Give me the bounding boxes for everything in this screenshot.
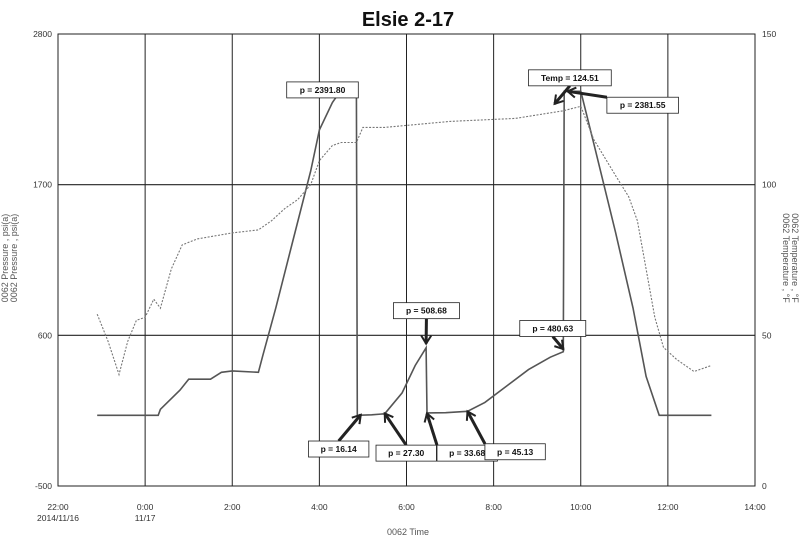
annotation-arrow [466, 410, 487, 445]
annotation-label: Temp = 124.51 [541, 73, 599, 83]
x-tick-label: 6:00 [398, 502, 415, 512]
annotation-arrow [425, 412, 439, 446]
y-left-label: 0062 Pressure , psi(a) 0062 Pressure , p… [0, 214, 19, 303]
annotations: p = 2391.80 Temp = 124.51 p = 2381.55 p = 5… [286, 69, 679, 462]
annotation-label: p = 33.68 [449, 448, 485, 458]
annotation-arrow [383, 412, 408, 446]
annotation-label: p = 2381.55 [620, 100, 666, 110]
y-right-label-line-1: 0062 Temperature , °F [790, 213, 800, 303]
y-left-tick-label: 1700 [33, 180, 52, 190]
x-tick-sublabel: 2014/11/16 [37, 513, 79, 523]
x-tick-label: 0:00 [137, 502, 154, 512]
y-right-tick-label: 0 [762, 481, 767, 491]
annotation-arrowhead [423, 411, 435, 423]
annotation-arrowhead [383, 411, 394, 423]
chart-title: Elsie 2-17 [362, 9, 454, 31]
annotation-label: p = 27.30 [388, 448, 424, 458]
y-right-tick-label: 150 [762, 29, 776, 39]
y-right-label-line-2: 0062 Temperature , °F [781, 213, 791, 303]
annotation-label: p = 16.14 [321, 444, 357, 454]
annotation-arrow [337, 413, 362, 442]
x-tick-label: 12:00 [657, 502, 679, 512]
annotation-label: p = 45.13 [497, 447, 533, 457]
annotation-box [484, 443, 546, 461]
x-tick-label: 10:00 [570, 502, 592, 512]
y-left-label-line-2: 0062 Pressure , psi(a) [9, 214, 19, 303]
annotation-box [286, 81, 359, 99]
series-group [96, 89, 712, 417]
x-axis-label: 0062 Time [387, 527, 429, 537]
annotation-arrowhead [554, 339, 565, 351]
pressure-series-line [97, 89, 712, 417]
annotation-arrowhead [565, 86, 577, 99]
annotation-label: p = 480.63 [532, 323, 573, 333]
annotation-arrowhead [553, 94, 564, 106]
y-left-tick-label: 600 [38, 330, 52, 340]
annotation-box [375, 444, 437, 462]
annotation-box [528, 69, 612, 87]
y-left-tick-label: -500 [35, 481, 52, 491]
x-tick-label: 22:00 [47, 502, 69, 512]
annotation-arrow [567, 89, 608, 99]
annotation-box [519, 320, 587, 337]
y-right-tick-label: 100 [762, 180, 776, 190]
y-right-tick-label: 50 [762, 330, 772, 340]
temperature-series-line [96, 105, 712, 377]
annotation-box [308, 440, 370, 458]
annotation-arrow [551, 335, 565, 350]
annotation-arrow [553, 84, 572, 105]
x-tick-sublabel: 11/17 [135, 513, 156, 523]
y-right-label: 0062 Temperature , °F 0062 Temperature ,… [781, 213, 800, 303]
y-left-tick-label: 2800 [33, 29, 52, 39]
annotation-label: p = 2391.80 [300, 85, 346, 95]
annotation-arrowhead [351, 413, 362, 425]
annotation-label: p = 508.68 [406, 306, 447, 316]
annotation-arrowhead [465, 409, 477, 421]
annotation-box [606, 96, 679, 114]
x-tick-label: 2:00 [224, 502, 241, 512]
annotation-arrowhead [420, 334, 433, 346]
annotation-box [393, 302, 460, 320]
y-left-label-line-1: 0062 Pressure , psi(a) [0, 214, 10, 303]
x-tick-label: 8:00 [485, 502, 502, 512]
x-tick-label: 14:00 [744, 502, 766, 512]
x-tick-label: 4:00 [311, 502, 328, 512]
